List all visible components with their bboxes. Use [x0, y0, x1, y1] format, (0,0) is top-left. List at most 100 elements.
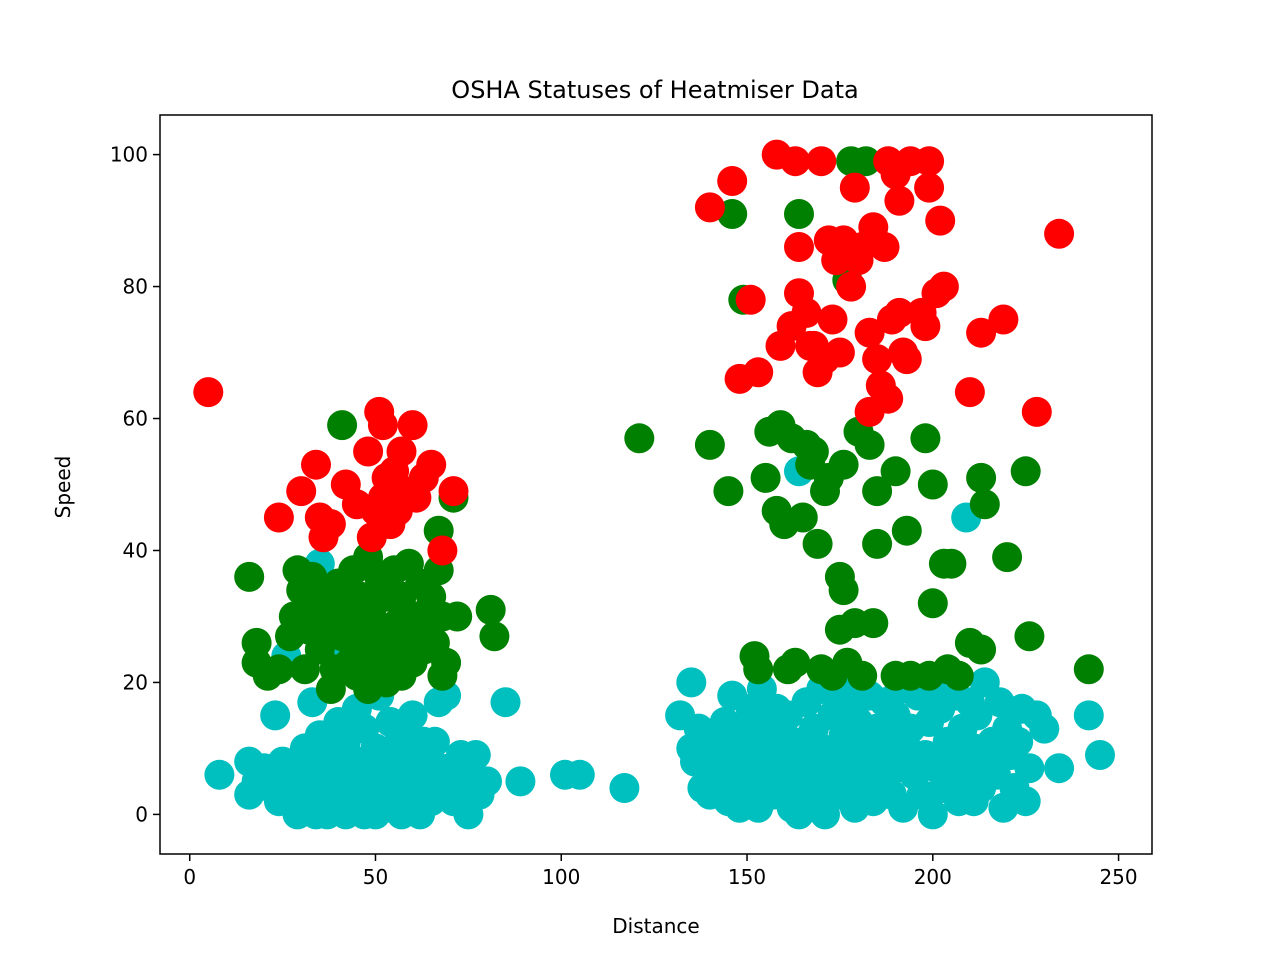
y-tick-label: 40: [123, 538, 148, 562]
data-point: [917, 799, 948, 830]
data-point: [263, 654, 294, 685]
data-point: [914, 172, 945, 203]
data-point: [743, 654, 774, 685]
data-point: [1014, 621, 1045, 652]
data-point: [817, 304, 848, 335]
data-point: [263, 502, 294, 533]
data-point: [624, 423, 655, 454]
data-point: [858, 608, 889, 639]
data-point: [828, 449, 859, 480]
data-point: [850, 146, 881, 177]
data-point: [798, 436, 829, 467]
data-point: [784, 232, 814, 262]
data-point: [750, 462, 781, 493]
data-point: [966, 634, 997, 665]
data-point: [1003, 726, 1034, 757]
x-axis-label: Distance: [612, 914, 699, 938]
data-point: [869, 232, 900, 262]
x-tick-label: 0: [183, 865, 196, 889]
y-tick-label: 100: [110, 143, 148, 167]
y-tick-label: 20: [123, 670, 148, 694]
data-point: [1044, 218, 1075, 249]
data-point: [234, 561, 265, 592]
data-point: [910, 423, 941, 454]
data-point: [286, 476, 317, 507]
data-point: [954, 377, 985, 408]
data-point: [505, 766, 536, 797]
data-point: [479, 621, 510, 652]
data-point: [880, 456, 911, 487]
data-point: [862, 528, 893, 559]
data-point: [367, 410, 398, 441]
data-point: [301, 449, 331, 480]
data-point: [966, 462, 997, 493]
data-point: [1073, 700, 1104, 731]
data-point: [839, 172, 870, 203]
data-point: [735, 284, 766, 315]
data-point: [780, 146, 811, 177]
data-point: [962, 700, 993, 731]
data-point: [891, 344, 922, 375]
data-point: [743, 357, 774, 388]
data-point: [1044, 753, 1075, 784]
x-axis: 0 50 100 150 200 250: [183, 854, 1138, 889]
data-point: [694, 429, 725, 460]
data-point: [787, 502, 818, 533]
data-point: [193, 377, 224, 408]
data-point: [676, 667, 707, 698]
plot-frame: [159, 114, 1153, 855]
y-tick-label: 0: [135, 802, 148, 826]
data-point: [1014, 753, 1045, 784]
data-point: [564, 759, 595, 790]
data-point: [260, 700, 291, 731]
data-point: [397, 700, 428, 731]
y-tick-label: 80: [123, 275, 148, 299]
data-point: [713, 476, 744, 507]
data-point: [490, 687, 521, 718]
data-point: [884, 297, 915, 328]
data-point: [917, 588, 948, 619]
data-point: [475, 594, 506, 625]
data-point: [943, 660, 974, 691]
data-point: [969, 489, 1000, 520]
data-point: [936, 548, 967, 579]
data-point: [431, 647, 462, 678]
data-point: [609, 773, 640, 803]
data-point: [847, 660, 878, 691]
data-point: [854, 317, 885, 348]
data-point: [327, 410, 358, 441]
data-point: [910, 311, 941, 342]
data-point: [438, 476, 469, 507]
data-point: [854, 429, 885, 460]
data-point: [386, 436, 417, 467]
data-point: [806, 146, 837, 177]
data-point: [1010, 456, 1041, 487]
data-point: [891, 515, 922, 546]
data-point: [416, 449, 447, 480]
x-tick-label: 50: [363, 865, 388, 889]
data-point: [784, 199, 814, 229]
data-point: [992, 542, 1023, 573]
data-point: [828, 575, 859, 606]
data-point: [353, 436, 384, 467]
data-point: [1021, 396, 1052, 427]
data-point: [460, 740, 491, 770]
data-point: [1085, 740, 1115, 770]
x-tick-label: 150: [728, 865, 766, 889]
data-point: [442, 601, 473, 632]
plot-points: [193, 139, 1115, 830]
data-point: [884, 185, 915, 216]
y-axis: 0 20 40 60 80 100: [110, 143, 160, 826]
data-point: [917, 469, 948, 500]
data-point: [419, 726, 450, 757]
y-tick-label: 60: [123, 407, 148, 431]
data-point: [472, 766, 502, 797]
data-point: [1029, 713, 1060, 744]
y-axis-label: Speed: [51, 456, 75, 519]
data-point: [873, 383, 904, 414]
chart-title: OSHA Statuses of Heatmiser Data: [451, 76, 858, 104]
data-point: [914, 146, 945, 177]
data-point: [780, 647, 811, 678]
data-point: [862, 344, 893, 375]
